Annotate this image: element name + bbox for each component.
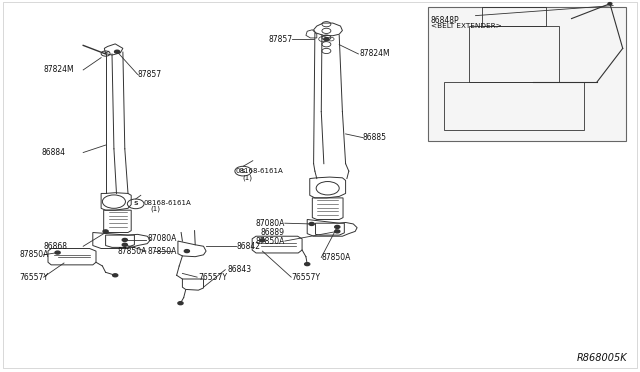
Text: 76557Y: 76557Y — [19, 273, 48, 282]
Text: 08168-6161A: 08168-6161A — [236, 168, 284, 174]
Bar — [482, 7, 546, 26]
Circle shape — [335, 225, 340, 228]
Text: S: S — [133, 201, 138, 206]
Text: 86889: 86889 — [261, 228, 285, 237]
Text: 87850A: 87850A — [255, 237, 285, 246]
Text: (1): (1) — [150, 206, 161, 212]
Text: 86848P: 86848P — [431, 16, 460, 25]
Text: 87857: 87857 — [138, 70, 162, 79]
Text: 87857: 87857 — [269, 35, 293, 44]
Text: 86884: 86884 — [42, 148, 65, 157]
Text: 87080A: 87080A — [147, 234, 177, 243]
Circle shape — [335, 230, 340, 233]
Bar — [428, 7, 626, 141]
Circle shape — [178, 302, 183, 305]
Text: 86885: 86885 — [363, 133, 387, 142]
Text: 87080A: 87080A — [255, 219, 285, 228]
Text: 86843: 86843 — [227, 265, 252, 274]
Text: 86842: 86842 — [237, 242, 261, 251]
Text: 08168-6161A: 08168-6161A — [144, 200, 192, 206]
Circle shape — [260, 239, 265, 242]
Text: <BELT EXTENDER>: <BELT EXTENDER> — [431, 23, 502, 29]
Circle shape — [324, 38, 329, 41]
Circle shape — [113, 274, 118, 277]
Text: 76557Y: 76557Y — [291, 273, 320, 282]
Circle shape — [184, 250, 189, 253]
Text: 87824M: 87824M — [44, 65, 74, 74]
Text: R868005K: R868005K — [577, 353, 627, 363]
Circle shape — [115, 50, 120, 53]
Text: S: S — [241, 169, 246, 174]
Circle shape — [122, 243, 127, 246]
Circle shape — [305, 263, 310, 266]
Text: 87850A: 87850A — [118, 247, 147, 256]
Text: 76557Y: 76557Y — [198, 273, 227, 282]
Text: 87850A: 87850A — [321, 253, 351, 262]
Text: 87850A: 87850A — [147, 247, 177, 256]
Circle shape — [103, 230, 108, 233]
Circle shape — [309, 222, 314, 225]
Circle shape — [608, 3, 612, 5]
Text: 87850A: 87850A — [19, 250, 49, 259]
Circle shape — [55, 251, 60, 254]
Circle shape — [122, 238, 127, 241]
Text: 87824M: 87824M — [360, 49, 390, 58]
Text: 86868: 86868 — [44, 242, 68, 251]
Text: (1): (1) — [242, 174, 252, 181]
